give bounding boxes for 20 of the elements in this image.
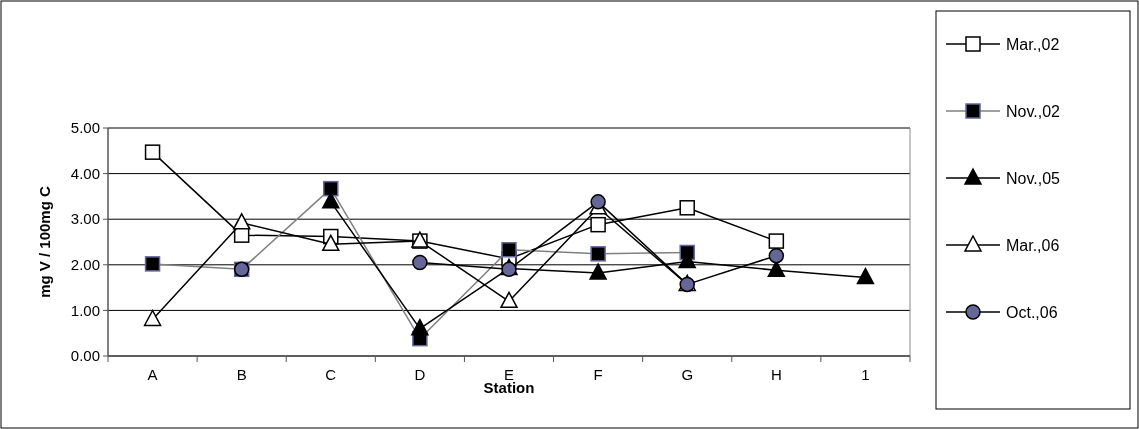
legend-label: Mar.,06 [1006,236,1060,254]
x-tick-label: B [236,366,247,383]
x-tick-label: D [414,366,426,383]
y-tick-label: 1.00 [70,301,100,319]
x-tick-label: 1 [861,366,870,383]
legend-label: Nov.,02 [1006,102,1061,120]
x-tick-label: H [770,366,782,383]
x-tick-label: F [593,366,603,383]
y-tick-label: 5.00 [70,119,100,137]
legend-label: Nov.,05 [1006,169,1061,187]
x-tick-label: C [325,366,337,383]
legend-label: Oct.,06 [1006,303,1058,321]
x-tick-label: G [681,366,694,383]
x-tick-label: A [147,366,158,383]
y-axis-title: mg V / 100mg C [36,185,53,298]
legend-label: Mar.,02 [1006,35,1060,53]
y-tick-label: 2.00 [70,256,100,274]
y-tick-label: 3.00 [70,210,100,228]
y-tick-label: 4.00 [70,164,100,182]
y-tick-label: 0.00 [70,347,100,365]
